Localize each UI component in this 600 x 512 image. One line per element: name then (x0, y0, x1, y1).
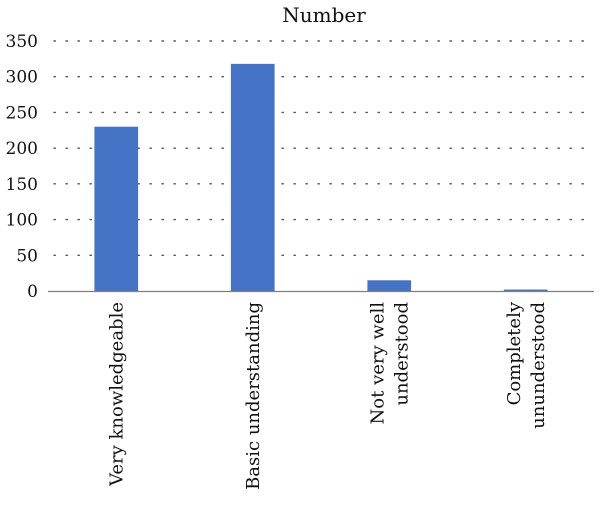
y-tick-label: 100 (6, 211, 38, 231)
x-category-label: Not very well understood (367, 302, 412, 425)
x-category-label-line: ununderstood (528, 302, 549, 429)
y-tick-label: 300 (6, 68, 38, 88)
x-category-label-line: Completely (504, 301, 525, 405)
x-category-label: Very knowledgeable (106, 302, 127, 487)
y-tick-label: 0 (27, 282, 38, 302)
y-tick-label: 50 (16, 246, 38, 266)
x-category-label-line: understood (391, 302, 412, 406)
x-axis-category-labels: Very knowledgeable Basic understanding Not… (106, 301, 549, 490)
y-tick-label: 200 (6, 139, 38, 159)
x-category-label-line: Basic understanding (243, 302, 264, 490)
chart-title: Number (282, 3, 366, 27)
y-tick-label: 250 (6, 103, 38, 123)
y-tick-label: 350 (6, 32, 38, 52)
bars (94, 63, 548, 291)
y-tick-label: 150 (6, 175, 38, 195)
y-axis-ticks: 0 50 100 150 200 250 300 350 (6, 32, 38, 302)
x-category-label: Completely ununderstood (504, 301, 549, 429)
bar (503, 289, 548, 291)
x-category-label: Basic understanding (243, 302, 264, 490)
bar (367, 280, 412, 291)
bar (230, 63, 275, 291)
bar (94, 126, 139, 291)
x-category-label-line: Not very well (367, 302, 388, 425)
x-category-label-line: Very knowledgeable (106, 302, 127, 487)
